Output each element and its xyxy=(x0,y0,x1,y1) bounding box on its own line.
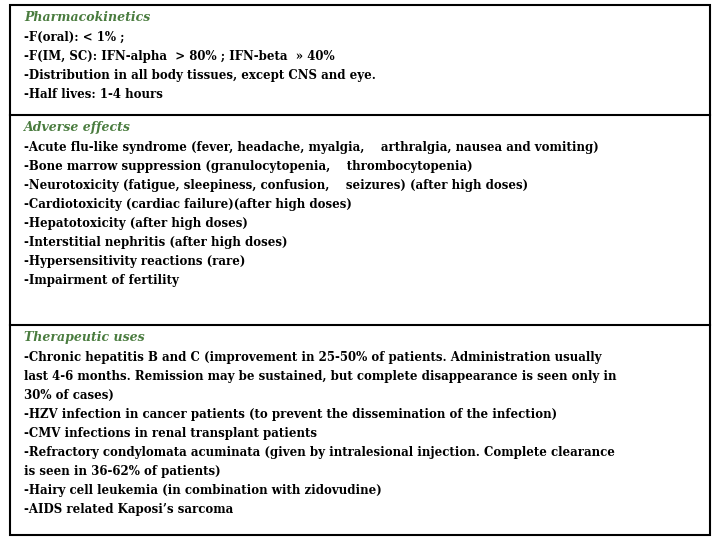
Text: is seen in 36-62% of patients): is seen in 36-62% of patients) xyxy=(24,465,220,478)
Text: -AIDS related Kaposi’s sarcoma: -AIDS related Kaposi’s sarcoma xyxy=(24,503,233,516)
Text: Pharmacokinetics: Pharmacokinetics xyxy=(24,11,150,24)
Text: -Interstitial nephritis (after high doses): -Interstitial nephritis (after high dose… xyxy=(24,236,287,249)
Text: -Cardiotoxicity (cardiac failure)(after high doses): -Cardiotoxicity (cardiac failure)(after … xyxy=(24,198,352,211)
Text: -Impairment of fertility: -Impairment of fertility xyxy=(24,274,179,287)
Text: Therapeutic uses: Therapeutic uses xyxy=(24,331,145,344)
Text: -Neurotoxicity (fatigue, sleepiness, confusion,    seizures) (after high doses): -Neurotoxicity (fatigue, sleepiness, con… xyxy=(24,179,528,192)
Text: -Hepatotoxicity (after high doses): -Hepatotoxicity (after high doses) xyxy=(24,217,248,230)
Text: -HZV infection in cancer patients (to prevent the dissemination of the infection: -HZV infection in cancer patients (to pr… xyxy=(24,408,557,421)
Text: Adverse effects: Adverse effects xyxy=(24,121,131,134)
Text: 30% of cases): 30% of cases) xyxy=(24,389,114,402)
Text: -Acute flu-like syndrome (fever, headache, myalgia,    arthralgia, nausea and vo: -Acute flu-like syndrome (fever, headach… xyxy=(24,141,599,154)
Text: -Bone marrow suppression (granulocytopenia,    thrombocytopenia): -Bone marrow suppression (granulocytopen… xyxy=(24,160,472,173)
Text: -F(IM, SC): IFN-alpha  > 80% ; IFN-beta  » 40%: -F(IM, SC): IFN-alpha > 80% ; IFN-beta »… xyxy=(24,50,335,63)
Text: -Chronic hepatitis B and C (improvement in 25-50% of patients. Administration us: -Chronic hepatitis B and C (improvement … xyxy=(24,351,601,364)
Text: last 4-6 months. Remission may be sustained, but complete disappearance is seen : last 4-6 months. Remission may be sustai… xyxy=(24,370,616,383)
Text: -Hypersensitivity reactions (rare): -Hypersensitivity reactions (rare) xyxy=(24,255,246,268)
Text: -CMV infections in renal transplant patients: -CMV infections in renal transplant pati… xyxy=(24,427,317,440)
Text: -Refractory condylomata acuminata (given by intralesional injection. Complete cl: -Refractory condylomata acuminata (given… xyxy=(24,446,615,459)
Text: -Distribution in all body tissues, except CNS and eye.: -Distribution in all body tissues, excep… xyxy=(24,69,376,82)
Text: -Half lives: 1-4 hours: -Half lives: 1-4 hours xyxy=(24,88,163,101)
Text: -F(oral): < 1% ;: -F(oral): < 1% ; xyxy=(24,31,125,44)
Text: -Hairy cell leukemia (in combination with zidovudine): -Hairy cell leukemia (in combination wit… xyxy=(24,484,382,497)
